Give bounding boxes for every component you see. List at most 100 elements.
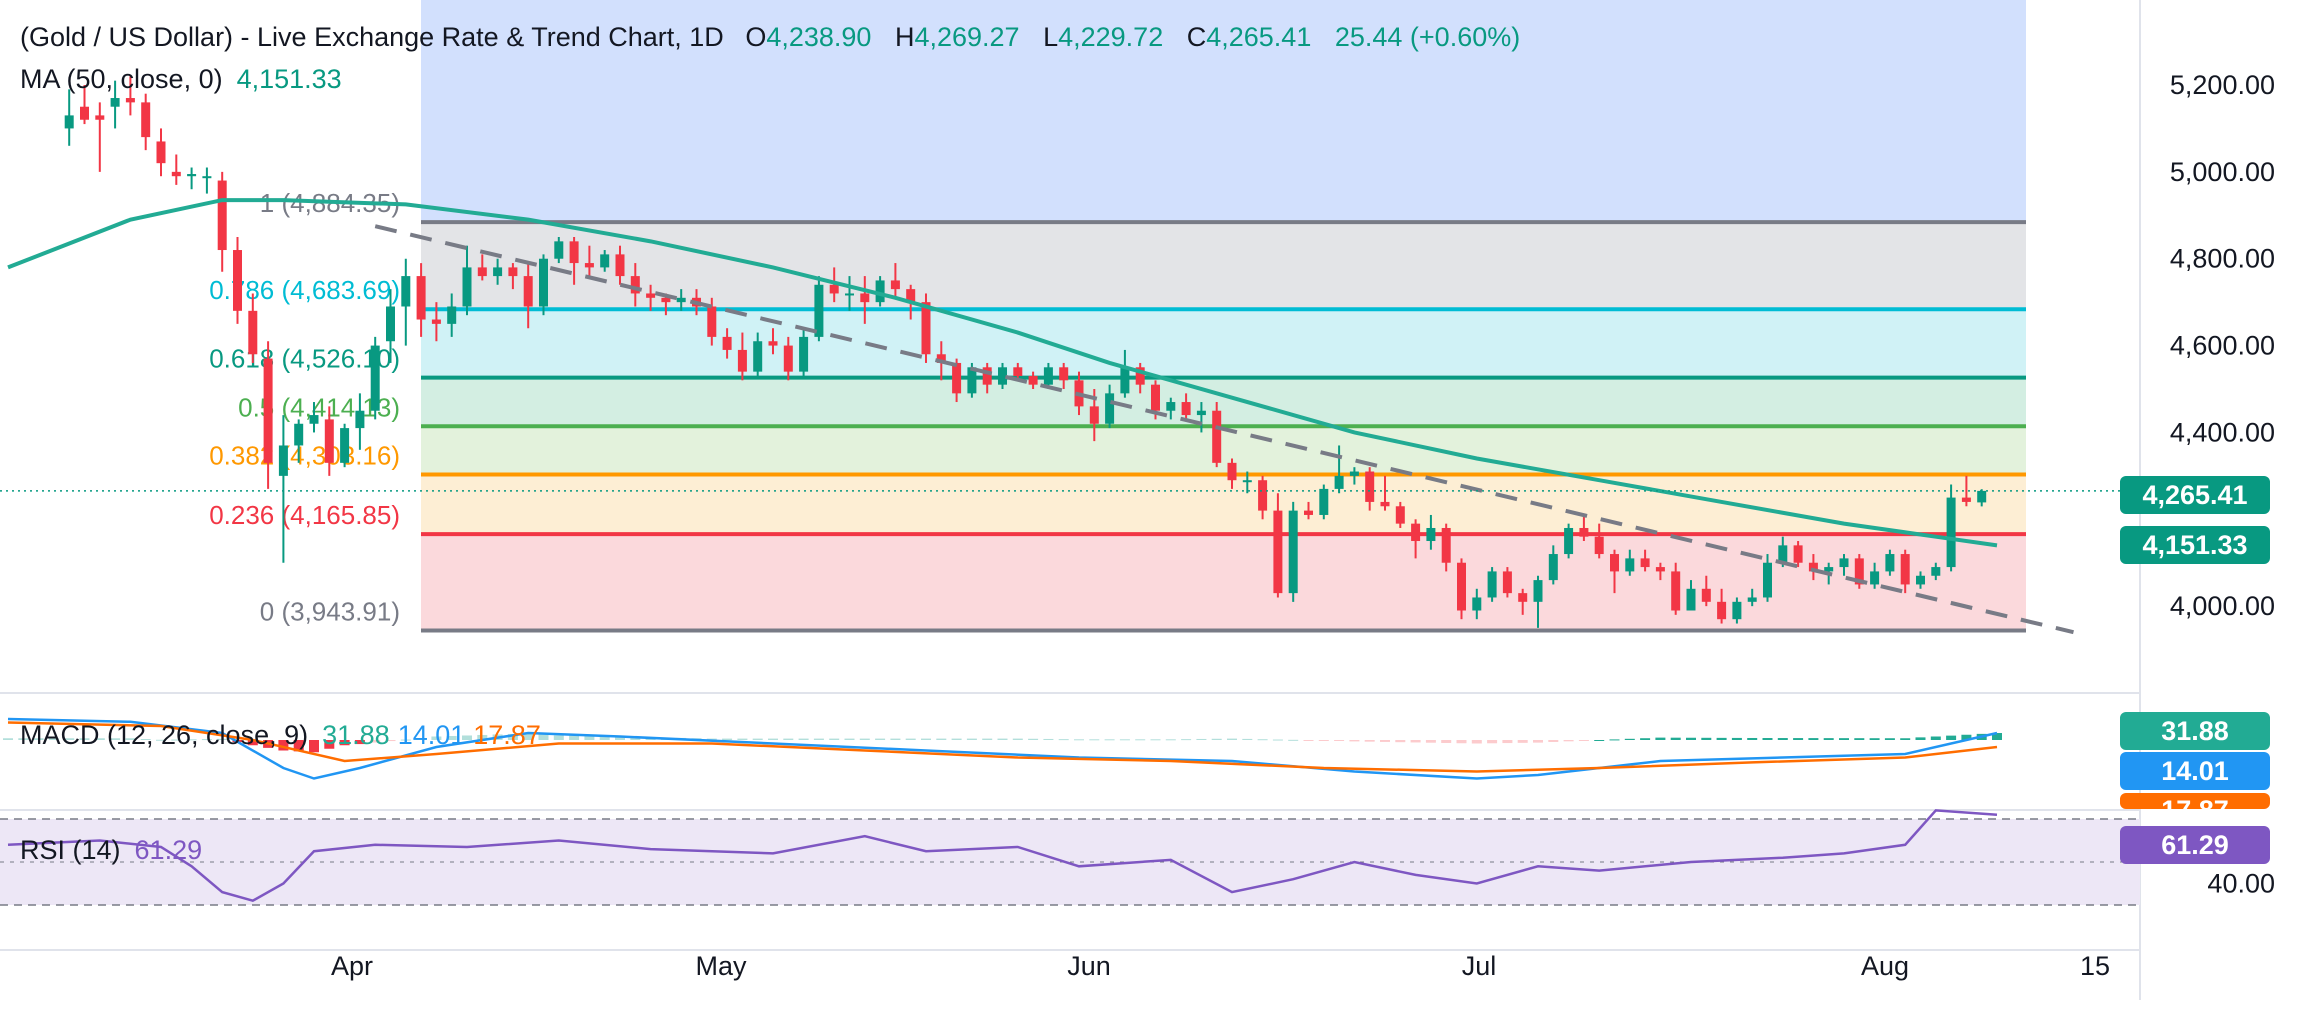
macd-line-value: 14.01 [397, 720, 466, 750]
macd-histogram-bar [1364, 740, 1375, 742]
macd-histogram-bar [538, 734, 549, 740]
candle-body [630, 276, 640, 294]
macd-histogram-bar [1043, 738, 1054, 740]
ma-legend-label: MA (50, close, 0) [20, 64, 223, 94]
candle-body [860, 293, 870, 303]
candle-body [1946, 497, 1956, 568]
candle-body [1579, 527, 1589, 537]
candle-body [1227, 462, 1237, 481]
candle-body [125, 98, 135, 103]
macd-histogram-bar [1594, 740, 1605, 741]
ma-price-tag: 4,151.33 [2120, 526, 2270, 564]
candle-body [493, 267, 503, 277]
candle-body [1839, 558, 1849, 568]
macd-histogram-bar [813, 738, 824, 740]
candle-body [1701, 588, 1711, 602]
fib-label-0.236: 0.236 (4,165.85) [209, 500, 400, 530]
macd-histogram-bar [94, 738, 105, 740]
fib-band-6 [421, 534, 2026, 631]
macd-histogram-bar [1349, 740, 1360, 742]
candle-body [462, 267, 472, 307]
macd-legend-label: MACD (12, 26, close, 9) [20, 720, 309, 750]
time-tick-label: Jul [1462, 951, 1497, 981]
macd-histogram-bar [1578, 740, 1589, 741]
candle-body [1655, 567, 1665, 572]
macd-histogram-bar [1012, 738, 1023, 740]
macd-histogram-bar [125, 738, 136, 740]
macd-histogram-bar [1686, 737, 1696, 740]
symbol-title: (Gold / US Dollar) - Live Exchange Rate … [20, 22, 724, 52]
macd-histogram-bar [1257, 739, 1268, 741]
candle-body [1273, 510, 1283, 594]
candle-body [615, 254, 625, 277]
rsi-legend[interactable]: RSI (14) 61.29 [20, 835, 202, 866]
rsi-legend-label: RSI (14) [20, 835, 121, 865]
ma-legend[interactable]: MA (50, close, 0) 4,151.33 [20, 64, 342, 95]
last-price-tag: 4,265.41 [2120, 476, 2270, 514]
macd-histogram-bar [507, 733, 518, 740]
candle-body [1625, 558, 1635, 572]
macd-histogram-bar [1318, 740, 1329, 741]
candle-body [80, 106, 89, 120]
candle-body [477, 267, 487, 277]
candle-body [1900, 554, 1910, 585]
candle-body [875, 280, 885, 303]
macd-histogram-bar [1227, 738, 1237, 740]
macd-legend[interactable]: MACD (12, 26, close, 9) 31.88 14.01 17.87 [20, 720, 541, 751]
ma-legend-value: 4,151.33 [236, 64, 342, 94]
macd-histogram-bar [1150, 739, 1161, 741]
macd-signal-line [7, 721, 1998, 773]
candle-body [1426, 527, 1436, 542]
macd-histogram-bar [1609, 739, 1620, 741]
macd-histogram-bar [1028, 738, 1039, 740]
macd-histogram-bar [1165, 739, 1176, 741]
candle-body [890, 280, 900, 290]
candle-body [324, 419, 334, 463]
candle-body [431, 319, 441, 324]
candle-body [1502, 571, 1512, 594]
macd-histogram-bar [171, 739, 182, 741]
macd-histogram-bar [247, 740, 258, 746]
candle-body [1931, 567, 1941, 576]
candle-body [1441, 527, 1451, 563]
candle-body [278, 445, 288, 476]
macd-histogram-bar [3, 738, 13, 740]
candle-body [1977, 490, 1987, 503]
candle-body [998, 367, 1007, 385]
candle-body [1105, 393, 1115, 424]
candle-body [1181, 402, 1191, 416]
candle-body [1288, 510, 1298, 594]
candle-body [141, 102, 151, 138]
price-tick-label: 4,600.00 [2170, 331, 2275, 361]
candle-body [936, 354, 946, 363]
candle-body [523, 276, 533, 307]
macd-histogram-bar [1471, 740, 1482, 744]
candle-body [1610, 554, 1619, 572]
candle-body [1059, 367, 1069, 381]
candle-body [386, 306, 395, 342]
macd-histogram-bar [890, 738, 901, 740]
candle-body [1564, 527, 1574, 555]
macd-histogram-bar [936, 738, 947, 740]
downtrend-line [374, 224, 2074, 635]
candle-body [982, 367, 992, 385]
macd-histogram-bar [722, 738, 733, 740]
macd-histogram-bar [201, 739, 212, 741]
chart-header: (Gold / US Dollar) - Live Exchange Rate … [20, 22, 1536, 53]
time-tick-label: 15 [2080, 951, 2110, 981]
macd-histogram-bar [1395, 740, 1406, 743]
macd-histogram-bar [431, 736, 442, 740]
macd-histogram-bar [1961, 734, 1972, 740]
macd-histogram-bar [1119, 739, 1130, 741]
candle-body [1135, 367, 1145, 385]
rsi-price-tag: 61.29 [2120, 826, 2270, 864]
macd-histogram-bar [1640, 738, 1651, 740]
macd-histogram-bar [1839, 738, 1849, 740]
macd-histogram-bar [324, 740, 335, 749]
macd-histogram-bar [309, 740, 319, 753]
close-value: 4,265.41 [1206, 22, 1312, 52]
candle-body [1686, 588, 1696, 611]
macd-histogram-bar [462, 735, 472, 740]
candle-body [1472, 597, 1482, 611]
